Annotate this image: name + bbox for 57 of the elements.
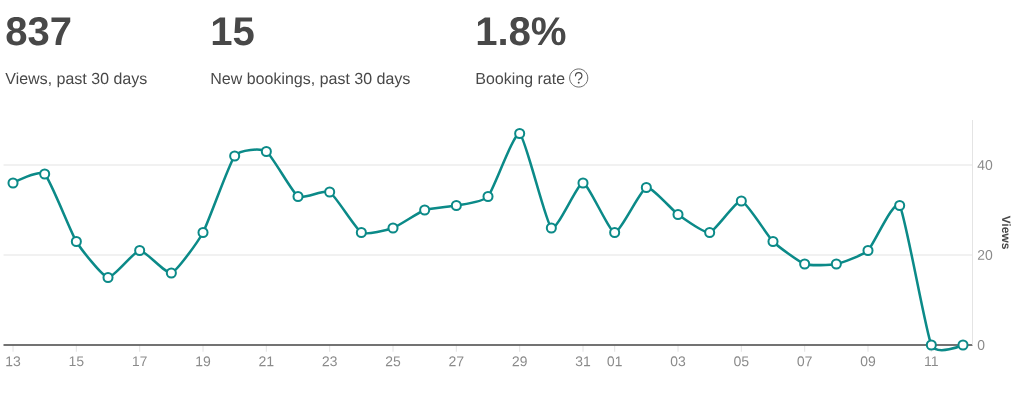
point xyxy=(577,177,589,189)
point xyxy=(260,145,272,158)
text: 837 xyxy=(6,17,71,46)
point xyxy=(799,258,811,270)
x-tick-label: 21 xyxy=(259,356,274,367)
point xyxy=(894,199,906,212)
point xyxy=(640,181,652,194)
point xyxy=(70,235,82,248)
point xyxy=(165,267,177,279)
point xyxy=(134,244,146,257)
point xyxy=(450,199,462,212)
point xyxy=(514,127,526,140)
x-tick-label: 01 xyxy=(607,356,622,367)
point xyxy=(229,150,241,162)
point xyxy=(197,226,209,239)
text: New bookings, past 30 days xyxy=(211,72,410,88)
point xyxy=(7,177,19,189)
text: Booking rate xyxy=(476,72,565,88)
point xyxy=(419,204,431,216)
text: 15 xyxy=(212,17,254,46)
text: 1.8% xyxy=(477,17,566,46)
point xyxy=(767,235,779,248)
y-tick-label: 0 xyxy=(977,340,985,350)
text: Views, past 30 days xyxy=(5,72,147,88)
point xyxy=(387,222,399,234)
point xyxy=(39,168,51,180)
point xyxy=(292,190,304,203)
x-tick-label: 29 xyxy=(512,356,527,367)
x-tick-label: 11 xyxy=(925,356,938,366)
x-tick-label: 19 xyxy=(196,356,211,367)
x-tick-label: 15 xyxy=(69,356,84,367)
point xyxy=(545,222,557,234)
point xyxy=(862,244,874,257)
x-tick-label: 23 xyxy=(322,356,337,367)
point xyxy=(830,258,842,270)
x-tick-label: 31 xyxy=(575,356,591,367)
y-tick-label: 40 xyxy=(977,160,993,170)
x-tick-label: 17 xyxy=(132,356,147,366)
point xyxy=(672,208,684,221)
point xyxy=(704,226,716,239)
x-tick-label: 05 xyxy=(734,356,749,367)
x-tick-label: 27 xyxy=(449,356,464,367)
point xyxy=(102,271,114,284)
x-tick-label: 03 xyxy=(670,356,686,367)
x-tick-label: 25 xyxy=(385,356,401,367)
point xyxy=(735,195,747,207)
x-tick-label: 09 xyxy=(860,356,876,367)
point xyxy=(609,226,621,239)
y-tick-label: 20 xyxy=(977,250,993,260)
y-axis-title: Views xyxy=(1001,215,1011,249)
point xyxy=(925,339,937,351)
x-tick-label: 07 xyxy=(797,356,812,367)
x-tick-label: 13 xyxy=(6,356,21,367)
point xyxy=(324,186,336,198)
point xyxy=(482,190,494,203)
point xyxy=(957,339,969,351)
point xyxy=(355,226,367,239)
